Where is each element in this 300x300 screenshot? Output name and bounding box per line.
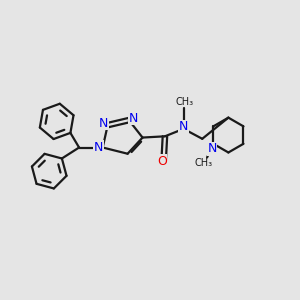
Text: N: N <box>129 112 138 124</box>
Text: CH₃: CH₃ <box>176 97 194 107</box>
Text: N: N <box>98 117 108 130</box>
Text: O: O <box>157 155 166 168</box>
Text: CH₃: CH₃ <box>194 158 212 168</box>
Text: N: N <box>179 120 188 134</box>
Text: N: N <box>94 141 103 154</box>
Text: N: N <box>207 142 217 155</box>
